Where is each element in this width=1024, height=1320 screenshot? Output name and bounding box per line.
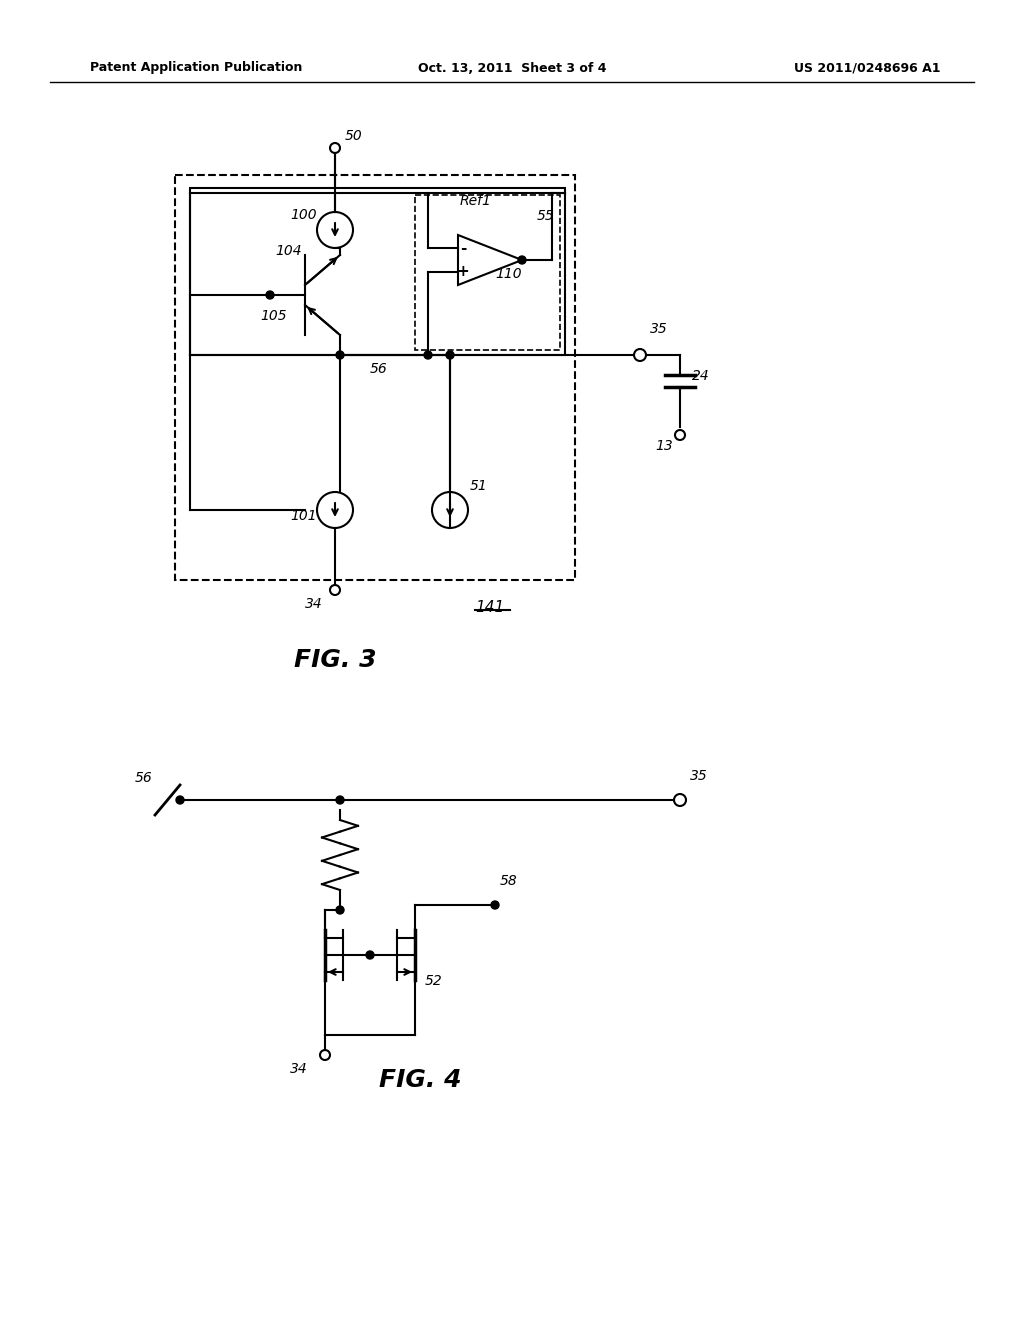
Circle shape [446, 351, 454, 359]
Bar [415, 195, 560, 350]
Text: 56: 56 [370, 362, 388, 376]
Text: 101: 101 [290, 510, 316, 523]
Circle shape [366, 950, 374, 960]
Text: Patent Application Publication: Patent Application Publication [90, 62, 302, 74]
Text: 35: 35 [690, 770, 708, 783]
Text: 104: 104 [275, 244, 302, 257]
Text: US 2011/0248696 A1: US 2011/0248696 A1 [794, 62, 940, 74]
Text: 100: 100 [290, 209, 316, 222]
Text: 24: 24 [692, 370, 710, 383]
Text: 110: 110 [495, 267, 521, 281]
Text: 50: 50 [345, 129, 362, 143]
Text: 105: 105 [260, 309, 287, 323]
Text: 52: 52 [425, 974, 442, 987]
Text: 56: 56 [135, 771, 153, 785]
Text: 13: 13 [655, 440, 673, 453]
Text: 55: 55 [537, 209, 555, 223]
Circle shape [176, 796, 184, 804]
Circle shape [336, 796, 344, 804]
Text: +: + [457, 264, 469, 280]
Circle shape [424, 351, 432, 359]
Text: 34: 34 [290, 1063, 308, 1076]
Circle shape [336, 351, 344, 359]
Text: -: - [460, 240, 466, 256]
Bar [190, 187, 565, 355]
Text: 58: 58 [500, 874, 518, 888]
Circle shape [336, 906, 344, 913]
Text: Ref1: Ref1 [460, 194, 492, 209]
Bar [175, 176, 575, 579]
Text: FIG. 3: FIG. 3 [294, 648, 376, 672]
Text: 141: 141 [475, 601, 505, 615]
Text: Oct. 13, 2011  Sheet 3 of 4: Oct. 13, 2011 Sheet 3 of 4 [418, 62, 606, 74]
Circle shape [490, 902, 499, 909]
Circle shape [266, 290, 274, 300]
Text: 35: 35 [650, 322, 668, 337]
Text: FIG. 4: FIG. 4 [379, 1068, 461, 1092]
Circle shape [518, 256, 526, 264]
Text: 51: 51 [470, 479, 487, 492]
Text: 34: 34 [305, 597, 323, 611]
